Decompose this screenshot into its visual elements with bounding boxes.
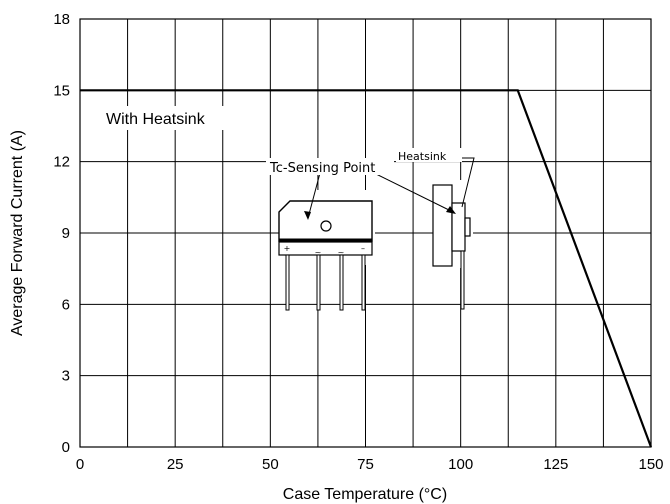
y-tick-label: 15 bbox=[53, 82, 70, 99]
derating-curve bbox=[80, 89, 653, 448]
x-tick-label: 125 bbox=[543, 456, 568, 473]
heatsink-label: Heatsink bbox=[398, 150, 447, 163]
pin-mark-ac2: ~ bbox=[338, 248, 345, 257]
y-tick-label: 18 bbox=[53, 11, 70, 28]
y-tick-label: 9 bbox=[62, 225, 70, 242]
x-tick-label: 100 bbox=[448, 456, 473, 473]
y-axis-label: Average Forward Current (A) bbox=[9, 130, 26, 336]
pin-mark-ac1: ~ bbox=[315, 248, 322, 257]
x-tick-label: 0 bbox=[76, 456, 84, 473]
heatsink-illustration bbox=[432, 180, 473, 310]
y-tick-label: 0 bbox=[62, 439, 70, 456]
mounting-hole bbox=[320, 220, 332, 232]
pin-mark-plus: + bbox=[284, 244, 291, 253]
x-tick-label: 25 bbox=[167, 456, 184, 473]
x-axis-label: Case Temperature (°C) bbox=[283, 486, 447, 503]
pin-mark-minus: – bbox=[361, 244, 365, 253]
curve-label-with-heatsink: With Heatsink bbox=[106, 111, 206, 128]
y-tick-label: 6 bbox=[62, 296, 70, 313]
x-tick-label: 75 bbox=[357, 456, 374, 473]
tick-labels: 0 25 50 75 100 125 150 0 3 6 9 12 15 18 bbox=[53, 11, 663, 473]
y-tick-label: 12 bbox=[53, 154, 70, 171]
package-illustration: + ~ ~ – bbox=[278, 190, 375, 311]
x-tick-label: 50 bbox=[262, 456, 279, 473]
plot-frame bbox=[79, 18, 652, 448]
y-tick-label: 3 bbox=[62, 368, 70, 385]
x-tick-label: 150 bbox=[638, 456, 663, 473]
sensing-point-label: Tc-Sensing Point bbox=[269, 161, 375, 176]
